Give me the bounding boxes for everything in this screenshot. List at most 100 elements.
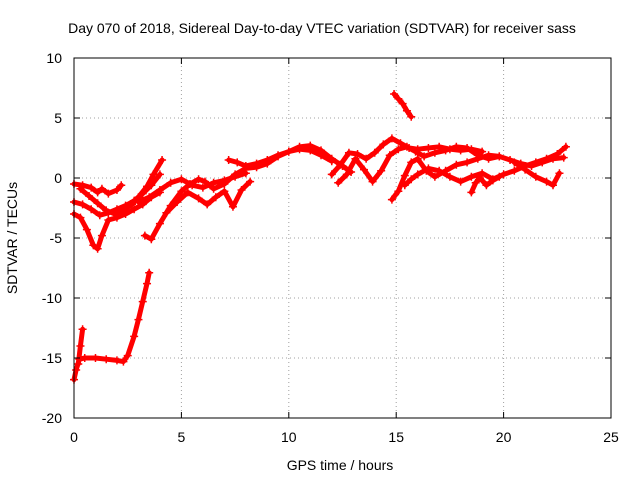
data-point: [233, 158, 242, 167]
data-point: [112, 356, 121, 365]
data-point: [134, 315, 143, 324]
data-point: [402, 142, 411, 151]
data-point: [559, 153, 568, 162]
data-point: [463, 144, 472, 152]
y-tick-label: 0: [54, 170, 62, 186]
data-point: [241, 162, 250, 170]
data-point: [407, 112, 416, 121]
data-point: [158, 156, 167, 164]
data-point: [87, 205, 96, 214]
series-trace-g: [134, 169, 250, 206]
data-point: [456, 177, 465, 186]
data-point: [385, 151, 394, 160]
data-point: [495, 152, 504, 161]
data-point: [467, 188, 476, 197]
data-point: [173, 198, 182, 206]
data-point: [82, 225, 91, 234]
series-trace-o: [510, 158, 564, 190]
x-tick-label: 0: [70, 429, 78, 445]
data-point: [97, 184, 106, 193]
data-point: [306, 146, 315, 155]
y-tick-label: -15: [42, 350, 62, 366]
data-point: [482, 181, 491, 190]
y-tick-label: -20: [42, 410, 62, 426]
data-point: [149, 170, 158, 179]
data-point: [495, 172, 504, 181]
data-point: [110, 210, 119, 218]
data-point: [407, 158, 416, 167]
data-point: [80, 354, 89, 362]
series-trace-m: [400, 142, 570, 190]
data-point: [147, 235, 156, 244]
x-tick-label: 10: [281, 429, 297, 445]
data-point: [127, 200, 136, 209]
data-point: [203, 200, 212, 209]
data-point: [76, 184, 85, 193]
data-point: [488, 176, 497, 185]
data-point: [510, 158, 519, 167]
data-point: [351, 154, 360, 163]
data-point: [130, 205, 139, 214]
data-point: [134, 198, 143, 206]
data-point: [561, 142, 570, 151]
data-point: [353, 150, 362, 158]
data-point: [284, 147, 293, 156]
data-point: [452, 142, 461, 151]
series-line: [335, 144, 502, 186]
data-point: [452, 160, 461, 169]
data-point: [119, 357, 128, 366]
data-point: [78, 325, 87, 334]
data-point: [102, 206, 111, 215]
data-point: [183, 188, 192, 197]
data-point: [531, 172, 540, 181]
data-point: [263, 156, 272, 164]
data-point: [252, 159, 261, 168]
data-point: [394, 187, 403, 196]
data-point: [387, 195, 396, 204]
data-point: [72, 366, 81, 374]
y-tick-label: -10: [42, 290, 62, 306]
data-point: [177, 175, 186, 184]
data-point: [102, 355, 111, 364]
data-point: [228, 202, 237, 211]
data-point: [398, 99, 407, 108]
data-point: [231, 172, 240, 181]
x-tick-label: 5: [178, 429, 186, 445]
data-point: [362, 154, 371, 163]
data-point: [104, 216, 113, 224]
y-tick-label: 10: [46, 50, 62, 66]
data-point: [145, 268, 154, 277]
data-point: [424, 164, 433, 173]
data-point: [317, 151, 326, 160]
x-tick-label: 20: [496, 429, 512, 445]
data-point: [478, 169, 487, 178]
data-point: [342, 170, 351, 179]
data-point: [85, 192, 94, 200]
y-axis-title: SDTVAR / TECUs: [4, 182, 20, 294]
data-point: [93, 199, 102, 208]
data-point: [463, 158, 472, 167]
data-point: [188, 181, 197, 190]
x-tick-label: 15: [388, 429, 404, 445]
data-point: [336, 160, 345, 169]
data-point: [87, 183, 96, 192]
data-point: [445, 172, 454, 181]
data-point: [471, 178, 480, 187]
data-point: [430, 172, 439, 181]
data-point: [91, 354, 100, 362]
series-trace-p: [390, 90, 416, 121]
data-point: [119, 206, 128, 215]
data-point: [420, 152, 429, 161]
data-point: [394, 145, 403, 154]
data-point: [162, 208, 171, 217]
data-point: [140, 231, 149, 240]
data-point: [499, 170, 508, 179]
data-point: [241, 169, 250, 178]
data-point: [76, 213, 85, 222]
data-point: [177, 187, 186, 196]
data-point: [441, 146, 450, 155]
series-trace-h: [162, 177, 255, 217]
y-tick-label: -5: [50, 230, 63, 246]
x-axis-title: GPS time / hours: [287, 457, 394, 473]
